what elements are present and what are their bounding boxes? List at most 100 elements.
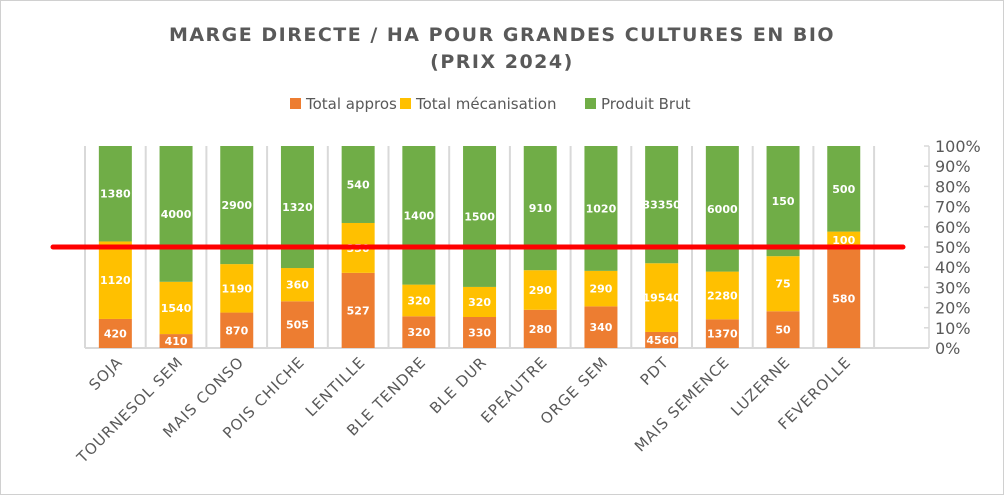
bar-segment bbox=[705, 146, 739, 272]
data-label: 280 bbox=[529, 323, 552, 336]
y-tick-label: 90% bbox=[935, 157, 971, 176]
data-label: 360 bbox=[286, 279, 309, 292]
bar-segment bbox=[645, 331, 679, 348]
bar-segment bbox=[705, 271, 739, 320]
bar-segment bbox=[98, 318, 132, 348]
data-label: 420 bbox=[104, 327, 127, 340]
bar-segment bbox=[402, 316, 436, 348]
legend-label: Total mécanisation bbox=[415, 95, 557, 113]
bar-segment bbox=[159, 281, 193, 335]
bar-segment bbox=[766, 311, 800, 348]
x-tick-label: BLE DUR bbox=[426, 353, 490, 417]
data-label: 320 bbox=[407, 326, 430, 339]
data-label: 540 bbox=[347, 178, 370, 191]
data-label: 340 bbox=[589, 321, 612, 334]
bar-segment bbox=[645, 263, 679, 332]
data-label: 500 bbox=[832, 183, 855, 196]
data-label: 290 bbox=[589, 283, 612, 296]
data-label: 100 bbox=[832, 234, 855, 247]
bar-segment bbox=[523, 309, 557, 348]
data-label: 2900 bbox=[221, 199, 252, 212]
data-label: 527 bbox=[347, 304, 370, 317]
y-tick-label: 50% bbox=[935, 238, 971, 257]
bar-segment bbox=[98, 241, 132, 319]
bar-segment bbox=[341, 146, 375, 223]
y-tick-label: 60% bbox=[935, 218, 971, 237]
data-label: 320 bbox=[468, 296, 491, 309]
legend-swatch bbox=[400, 98, 411, 109]
bar-segment bbox=[159, 334, 193, 348]
y-tick-label: 80% bbox=[935, 177, 971, 196]
data-label: 580 bbox=[832, 292, 855, 305]
data-label: 910 bbox=[529, 202, 552, 215]
bar-segment bbox=[463, 286, 497, 317]
bar-segment bbox=[463, 316, 497, 348]
data-label: 290 bbox=[529, 284, 552, 297]
data-label: 1320 bbox=[282, 201, 313, 214]
bar-segment bbox=[280, 268, 314, 302]
data-label: 410 bbox=[165, 335, 188, 348]
legend: Total appros Total mécanisation Produit Br… bbox=[290, 95, 691, 113]
y-tick-label: 100% bbox=[935, 137, 981, 156]
bar-segment bbox=[220, 146, 254, 265]
bar-segment bbox=[645, 146, 679, 264]
bars: 420 1120 1380 410 1540 4000 870 1190 2900 505 360 1… bbox=[98, 146, 861, 348]
bar-segment bbox=[584, 270, 618, 307]
bar-segment bbox=[827, 146, 861, 232]
bar-segment bbox=[827, 248, 861, 348]
legend-label: Produit Brut bbox=[601, 95, 691, 113]
data-label: 19540 bbox=[643, 292, 682, 305]
y-axis: 0%10%20% 30%40%50%60%70% 80%90%100% bbox=[924, 137, 981, 358]
chart-title: MARGE DIRECTE / HA POUR GRANDES CULTURES… bbox=[169, 24, 835, 46]
data-label: 870 bbox=[225, 324, 248, 337]
bar-segment bbox=[341, 272, 375, 348]
data-label: 1540 bbox=[161, 302, 192, 315]
data-label: 320 bbox=[407, 294, 430, 307]
y-tick-label: 20% bbox=[935, 299, 971, 318]
chart-subtitle: (PRIX 2024) bbox=[430, 51, 574, 73]
bar-segment bbox=[705, 319, 739, 348]
bar-segment bbox=[766, 256, 800, 312]
bar-segment bbox=[463, 146, 497, 287]
data-label: 1500 bbox=[464, 210, 495, 223]
y-tick-label: 10% bbox=[935, 319, 971, 338]
legend-swatch bbox=[585, 98, 596, 109]
bar-segment bbox=[280, 301, 314, 348]
legend-label: Total appros bbox=[305, 95, 397, 113]
bar-segment bbox=[159, 146, 193, 282]
x-tick-label: TOURNESOL SEM bbox=[73, 353, 187, 467]
data-label: 1370 bbox=[707, 328, 738, 341]
data-label: 75 bbox=[775, 278, 790, 291]
bar-segment bbox=[220, 312, 254, 348]
data-label: 150 bbox=[772, 195, 795, 208]
data-label: 6000 bbox=[707, 203, 738, 216]
x-tick-label: SOJA bbox=[85, 353, 126, 394]
y-tick-label: 70% bbox=[935, 198, 971, 217]
data-label: 50 bbox=[775, 324, 791, 337]
bar-segment bbox=[584, 306, 618, 348]
bar-segment bbox=[523, 146, 557, 271]
data-label: 1380 bbox=[100, 188, 131, 201]
bar-segment bbox=[402, 284, 436, 317]
bar-segment bbox=[98, 146, 132, 242]
data-label: 1020 bbox=[586, 202, 617, 215]
data-label: 505 bbox=[286, 319, 309, 332]
bar-segment bbox=[220, 264, 254, 313]
bar-segment bbox=[523, 270, 557, 310]
data-label: 1120 bbox=[100, 274, 131, 287]
data-label: 4560 bbox=[646, 334, 677, 347]
data-label: 33350 bbox=[643, 199, 682, 212]
bar-segment bbox=[766, 146, 800, 257]
bar-segment bbox=[827, 231, 861, 249]
x-tick-label: PDT bbox=[637, 353, 673, 389]
data-label: 2280 bbox=[707, 289, 738, 302]
y-tick-label: 0% bbox=[935, 339, 960, 358]
legend-swatch bbox=[290, 98, 301, 109]
data-label: 4000 bbox=[161, 208, 192, 221]
data-label: 330 bbox=[468, 326, 491, 339]
y-tick-label: 30% bbox=[935, 278, 971, 297]
y-tick-label: 40% bbox=[935, 258, 971, 277]
